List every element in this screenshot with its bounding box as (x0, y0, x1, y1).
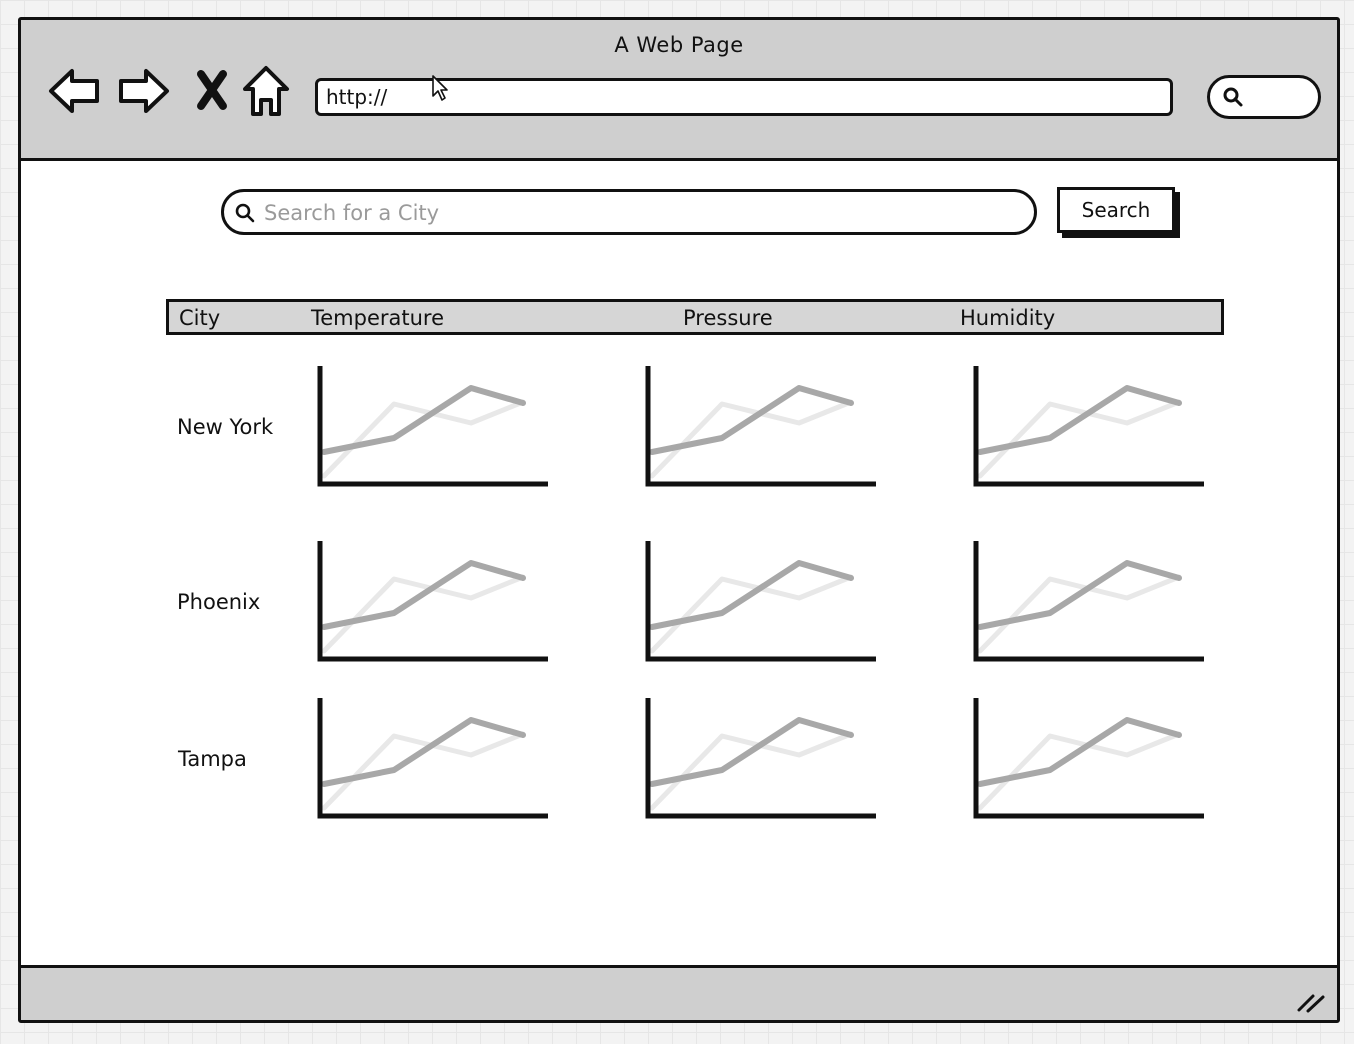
city-name-tampa: Tampa (178, 747, 247, 771)
back-arrow-icon[interactable] (45, 62, 103, 120)
page-content: Search City Temperature Pressure Humidit… (21, 161, 1337, 971)
browser-window: A Web Page http:// (18, 17, 1340, 1023)
pressure-chart-placeholder (645, 541, 876, 662)
home-icon[interactable] (237, 62, 295, 120)
city-search-input[interactable] (262, 196, 1006, 230)
pressure-chart-placeholder (645, 366, 876, 487)
table-header: City Temperature Pressure Humidity (166, 299, 1224, 335)
temperature-chart-placeholder (317, 698, 548, 819)
stop-icon[interactable] (183, 62, 241, 120)
column-header-city: City (179, 306, 221, 330)
city-name-phoenix: Phoenix (177, 590, 261, 614)
city-name-new-york: New York (177, 415, 274, 439)
city-search-field[interactable] (221, 189, 1037, 235)
status-bar (21, 965, 1337, 1020)
column-header-temperature: Temperature (311, 306, 445, 330)
humidity-chart-placeholder (973, 366, 1204, 487)
search-button[interactable]: Search (1057, 187, 1175, 233)
humidity-chart-placeholder (973, 698, 1204, 819)
search-icon (235, 203, 255, 223)
mouse-cursor-icon (432, 75, 448, 101)
forward-arrow-icon[interactable] (115, 62, 173, 120)
column-header-humidity: Humidity (960, 306, 1056, 330)
browser-search-field[interactable] (1207, 75, 1321, 119)
url-bar[interactable]: http:// (315, 78, 1173, 116)
resize-grip-icon[interactable] (1295, 988, 1327, 1014)
browser-chrome: A Web Page http:// (21, 20, 1337, 161)
temperature-chart-placeholder (317, 366, 548, 487)
column-header-pressure: Pressure (683, 306, 773, 330)
humidity-chart-placeholder (973, 541, 1204, 662)
search-icon (1223, 87, 1243, 107)
temperature-chart-placeholder (317, 541, 548, 662)
window-title: A Web Page (614, 33, 744, 57)
pressure-chart-placeholder (645, 698, 876, 819)
